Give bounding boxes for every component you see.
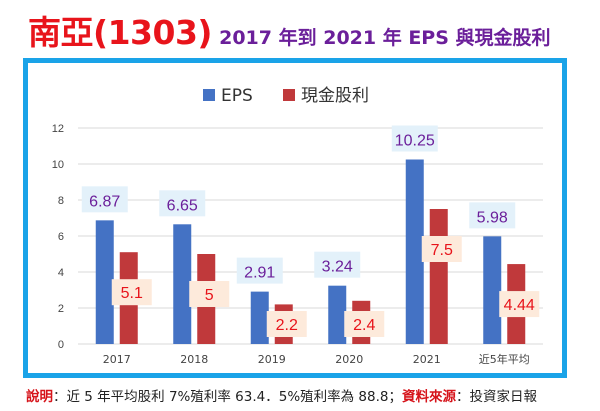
data-label-bg bbox=[266, 311, 307, 337]
data-label-bg bbox=[236, 257, 283, 284]
legend-swatch bbox=[283, 89, 295, 101]
data-label-bg bbox=[111, 279, 152, 306]
bar bbox=[173, 224, 192, 344]
bar bbox=[328, 285, 347, 344]
y-tick-label: 8 bbox=[58, 195, 64, 207]
data-label-bg bbox=[421, 236, 462, 262]
x-tick-label: 2019 bbox=[258, 353, 286, 366]
data-label: 5.98 bbox=[477, 209, 508, 226]
data-label: 7.5 bbox=[431, 242, 453, 259]
legend-label: 現金股利 bbox=[301, 86, 369, 106]
data-label-bg bbox=[159, 190, 206, 217]
data-label: 10.25 bbox=[395, 133, 435, 150]
legend-swatch bbox=[203, 89, 215, 101]
x-tick-label: 2021 bbox=[413, 353, 441, 366]
y-tick-label: 6 bbox=[58, 231, 64, 243]
y-tick-label: 10 bbox=[52, 159, 64, 171]
chart-header: 南亞(1303) 2017 年到 2021 年 EPS 與現金股利 bbox=[28, 6, 588, 52]
data-label: 5 bbox=[205, 287, 214, 304]
data-label: 2.91 bbox=[244, 265, 275, 282]
data-label-bg bbox=[469, 202, 516, 229]
data-label-bg bbox=[314, 251, 361, 278]
data-label: 6.65 bbox=[167, 197, 198, 214]
data-label: 2.2 bbox=[276, 317, 298, 334]
y-tick-label: 4 bbox=[58, 267, 64, 279]
data-label: 2.4 bbox=[353, 317, 375, 334]
note-label: 說明 bbox=[26, 389, 53, 405]
footer-note: 說明：近 5 年平均股利 7%殖利率 63.4．5%殖利率為 88.8；資料來源… bbox=[26, 385, 596, 405]
bar-chart: 0 2 4 6 8 10 12 EPS 現金股利 2017 2018 2019 2020 2021 近5年平… bbox=[52, 86, 543, 366]
data-label: 6.87 bbox=[89, 193, 120, 210]
chart-frame: 0 2 4 6 8 10 12 EPS 現金股利 2017 2018 2019 2020 2021 近5年平… bbox=[23, 58, 567, 378]
data-label-bg bbox=[189, 281, 230, 307]
data-label: 5.1 bbox=[121, 285, 143, 302]
bar bbox=[250, 291, 269, 344]
data-label-bg bbox=[499, 291, 540, 318]
data-label-bg bbox=[391, 125, 438, 152]
bar bbox=[405, 159, 424, 344]
data-label: 3.24 bbox=[322, 259, 353, 276]
note-text: ：近 5 年平均股利 7%殖利率 63.4．5%殖利率為 88.8； bbox=[53, 389, 402, 405]
x-tick-label: 近5年平均 bbox=[479, 352, 530, 366]
data-label-bg bbox=[81, 186, 128, 213]
x-tick-label: 2018 bbox=[180, 353, 208, 366]
data-label: 4.44 bbox=[504, 297, 535, 314]
y-tick-label: 2 bbox=[58, 303, 64, 315]
chart-title: 南亞(1303) bbox=[28, 13, 213, 52]
bar bbox=[95, 220, 114, 344]
y-tick-label: 12 bbox=[52, 123, 64, 135]
chart-subtitle: 2017 年到 2021 年 EPS 與現金股利 bbox=[219, 27, 551, 49]
x-tick-label: 2020 bbox=[335, 353, 363, 366]
bar bbox=[429, 209, 448, 344]
y-tick-label: 0 bbox=[58, 339, 64, 351]
data-label-bg bbox=[344, 311, 385, 337]
source-label: 資料來源 bbox=[402, 389, 456, 405]
x-tick-label: 2017 bbox=[103, 353, 131, 366]
source-text: ：投資家日報 bbox=[456, 389, 537, 405]
bar bbox=[483, 236, 502, 344]
legend-label: EPS bbox=[221, 86, 253, 106]
